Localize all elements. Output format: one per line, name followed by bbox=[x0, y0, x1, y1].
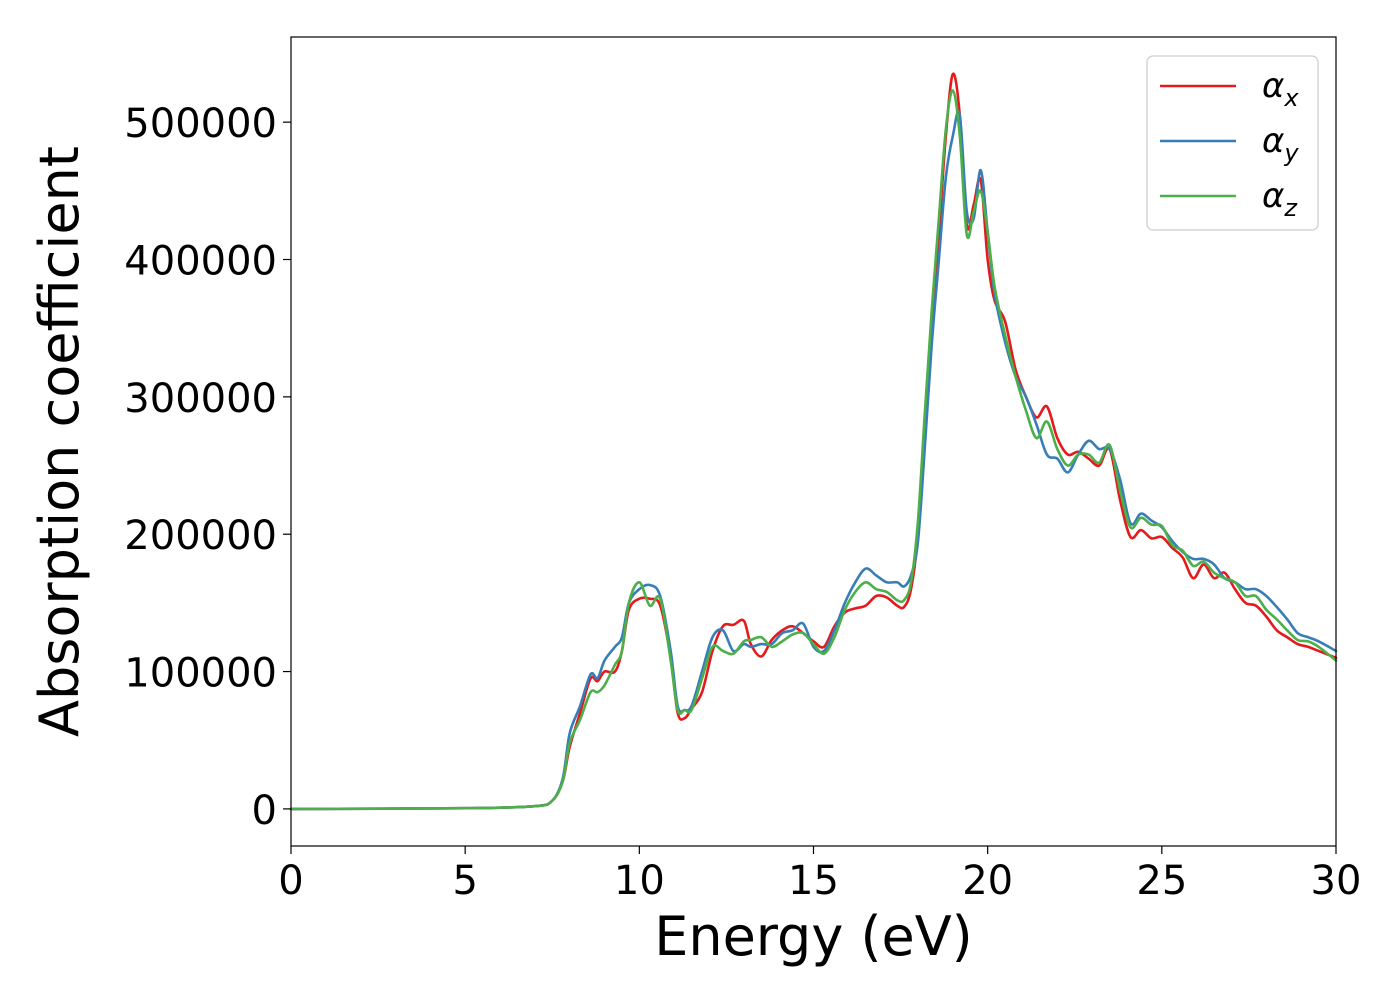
y-tick-label: 300000 bbox=[124, 376, 277, 422]
x-tick-label: 5 bbox=[452, 858, 477, 904]
legend-symbol: α bbox=[1262, 66, 1284, 106]
legend-label-z: αz bbox=[1262, 176, 1298, 222]
x-tick-label: 25 bbox=[1136, 858, 1187, 904]
y-tick-label: 400000 bbox=[124, 239, 277, 285]
x-axis-label: Energy (eV) bbox=[654, 905, 973, 968]
series-line-z bbox=[289, 89, 1338, 811]
legend-label-x: αx bbox=[1262, 66, 1299, 112]
y-axis-label: Absorption coefficient bbox=[28, 146, 91, 737]
legend-symbol: α bbox=[1262, 121, 1284, 161]
x-tick-label: 0 bbox=[278, 858, 303, 904]
y-axis: 0 100000 200000 300000 400000 500000 bbox=[124, 101, 291, 834]
y-tick-label: 0 bbox=[252, 788, 277, 834]
legend-subscript: z bbox=[1283, 194, 1298, 222]
legend-subscript: x bbox=[1283, 84, 1299, 112]
legend-subscript: y bbox=[1283, 139, 1299, 167]
series-layer bbox=[289, 72, 1338, 811]
x-tick-label: 20 bbox=[962, 858, 1013, 904]
legend-label-y: αy bbox=[1262, 121, 1299, 167]
legend-symbol: α bbox=[1262, 176, 1284, 216]
y-tick-label: 500000 bbox=[124, 101, 277, 147]
x-tick-label: 10 bbox=[614, 858, 665, 904]
y-tick-label: 100000 bbox=[124, 651, 277, 697]
x-tick-label: 15 bbox=[788, 858, 839, 904]
x-axis: 0 5 10 15 20 25 30 bbox=[278, 846, 1361, 904]
legend-box bbox=[1146, 55, 1319, 231]
y-tick-label: 200000 bbox=[124, 513, 277, 559]
x-tick-label: 30 bbox=[1311, 858, 1362, 904]
